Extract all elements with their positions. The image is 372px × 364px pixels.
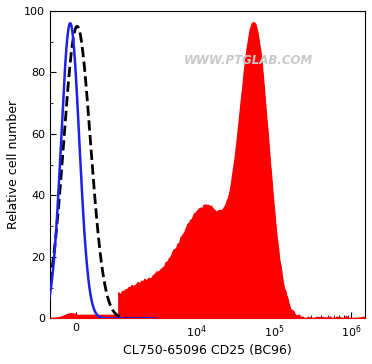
X-axis label: CL750-65096 CD25 (BC96): CL750-65096 CD25 (BC96) bbox=[123, 344, 292, 357]
Y-axis label: Relative cell number: Relative cell number bbox=[7, 100, 20, 229]
Text: WWW.PTGLAB.COM: WWW.PTGLAB.COM bbox=[184, 54, 313, 67]
